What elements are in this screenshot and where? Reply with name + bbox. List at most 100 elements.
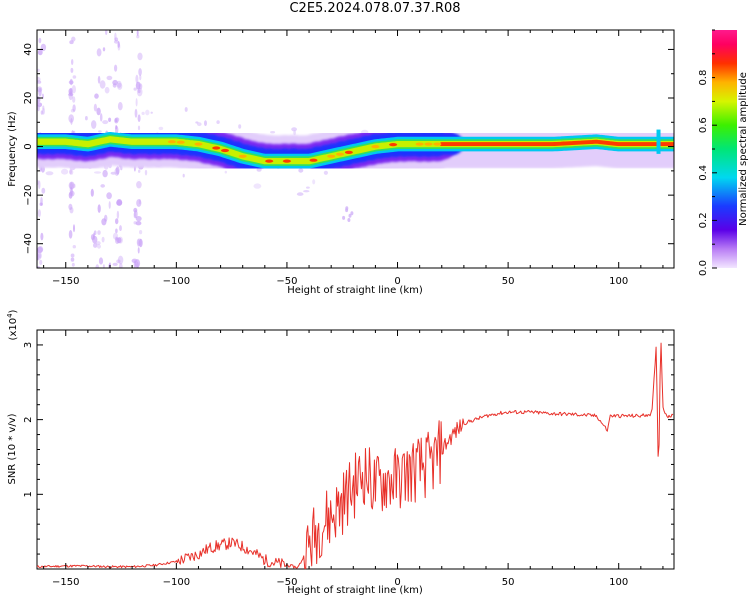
- noise-blob: [69, 169, 74, 175]
- ridge-hotspot: [238, 154, 247, 158]
- noise-blob: [93, 230, 97, 235]
- noise-blob: [116, 237, 122, 244]
- noise-blob: [38, 37, 42, 44]
- snr-y-label: SNR (10 * v/v): [7, 413, 18, 484]
- noise-blob: [104, 86, 110, 94]
- colorbar-tick-label: 0.6: [698, 117, 709, 133]
- noise-blob: [100, 184, 105, 188]
- noise-blob: [105, 30, 108, 35]
- noise-blob: [133, 221, 137, 225]
- noise-blob: [68, 203, 73, 210]
- x-tick-label: −150: [52, 276, 79, 287]
- noise-blob: [135, 98, 138, 107]
- ridge-hotspot: [424, 142, 433, 146]
- snr-line: [36, 342, 674, 570]
- x-tick-label: 100: [609, 276, 628, 287]
- y-tick-label: 0: [23, 143, 34, 149]
- noise-blob: [110, 171, 117, 175]
- noise-blob: [114, 64, 118, 72]
- noise-blob: [136, 30, 139, 36]
- noise-blob: [96, 48, 102, 57]
- colorbar-axis: 0.0 0.2 0.4 0.6 0.8: [698, 29, 717, 276]
- noise-blob: [138, 68, 142, 76]
- noise-blob: [138, 238, 143, 248]
- snr-scale-label: (x104): [6, 309, 19, 340]
- noise-blob: [101, 236, 105, 243]
- noise-blob: [39, 259, 43, 265]
- noise-blob: [182, 173, 185, 178]
- noise-blob: [184, 107, 188, 112]
- noise-blob: [238, 124, 242, 129]
- y-tick-label: 1: [23, 491, 34, 497]
- ridge-hotspot: [212, 146, 221, 150]
- y-tick-label: 2: [23, 416, 34, 422]
- noise-blob: [68, 91, 74, 101]
- colorbar-label: Normalized spectral amplitude: [738, 72, 749, 226]
- colorbar-tick-label: 0.4: [698, 165, 709, 181]
- y-tick-label: −20: [23, 185, 34, 206]
- ridge-hotspot: [371, 145, 380, 149]
- noise-blob: [95, 264, 100, 268]
- ridge-hotspot: [167, 140, 176, 144]
- y-tick-label: 20: [23, 92, 34, 105]
- noise-blob: [68, 181, 75, 190]
- noise-blob: [71, 85, 76, 94]
- noise-blob: [303, 190, 310, 193]
- noise-blob: [134, 108, 138, 118]
- ridge-hotspot: [221, 148, 229, 153]
- snr-frame: [36, 329, 675, 570]
- y-tick-label: 40: [23, 43, 34, 56]
- spectrogram-y-label: Frequency (Hz): [7, 111, 18, 187]
- noise-blob: [97, 75, 101, 84]
- noise-blob: [93, 103, 97, 112]
- noise-blob: [119, 263, 123, 268]
- noise-blob: [93, 242, 98, 248]
- noise-blob: [137, 89, 141, 94]
- snr-x-label: Height of straight line (km): [287, 585, 423, 596]
- ridge-hotspot: [194, 142, 203, 146]
- noise-blob: [37, 80, 42, 84]
- noise-blob: [72, 245, 77, 249]
- noise-blob: [40, 232, 44, 241]
- noise-blob: [119, 225, 122, 232]
- chart-title: C2E5.2024.078.07.37.R08: [289, 1, 461, 16]
- noise-blob: [72, 75, 77, 79]
- noise-blob: [115, 228, 118, 234]
- noise-blob: [345, 206, 349, 211]
- x-tick-label: −50: [276, 577, 297, 588]
- noise-blob: [70, 253, 75, 258]
- noise-blob: [95, 241, 101, 246]
- snr-axes: −150 −100 −50 0 50 100 1 2 3: [23, 329, 674, 588]
- noise-blob: [71, 36, 76, 42]
- noise-blob: [37, 86, 43, 93]
- noise-blob: [135, 81, 141, 90]
- noise-blob: [133, 87, 137, 91]
- colorbar: [712, 30, 737, 268]
- noise-blob: [41, 187, 46, 194]
- noise-blob: [116, 210, 120, 219]
- x-tick-label: 50: [502, 276, 515, 287]
- noise-blob: [37, 246, 43, 254]
- noise-blob: [144, 169, 148, 176]
- x-tick-label: −100: [163, 577, 190, 588]
- y-tick-label: 3: [23, 342, 34, 348]
- noise-blob: [97, 204, 101, 213]
- noise-blob: [37, 209, 42, 218]
- noise-blob: [116, 200, 123, 206]
- ridge-hotspot: [344, 150, 353, 154]
- noise-blob: [42, 105, 45, 111]
- noise-blob: [37, 76, 41, 82]
- noise-blob: [69, 168, 72, 175]
- noise-blob: [135, 221, 142, 226]
- spectrogram-x-label: Height of straight line (km): [287, 285, 423, 296]
- noise-blob: [135, 74, 139, 84]
- noise-blob: [139, 230, 143, 235]
- noise-blob: [141, 111, 145, 115]
- noise-blob: [136, 181, 142, 189]
- noise-blob: [38, 180, 41, 189]
- noise-blob: [40, 110, 44, 115]
- spectrogram-heatmap: [37, 30, 674, 268]
- noise-blob: [296, 192, 304, 196]
- noise-blob: [97, 244, 101, 249]
- noise-blob: [108, 201, 111, 209]
